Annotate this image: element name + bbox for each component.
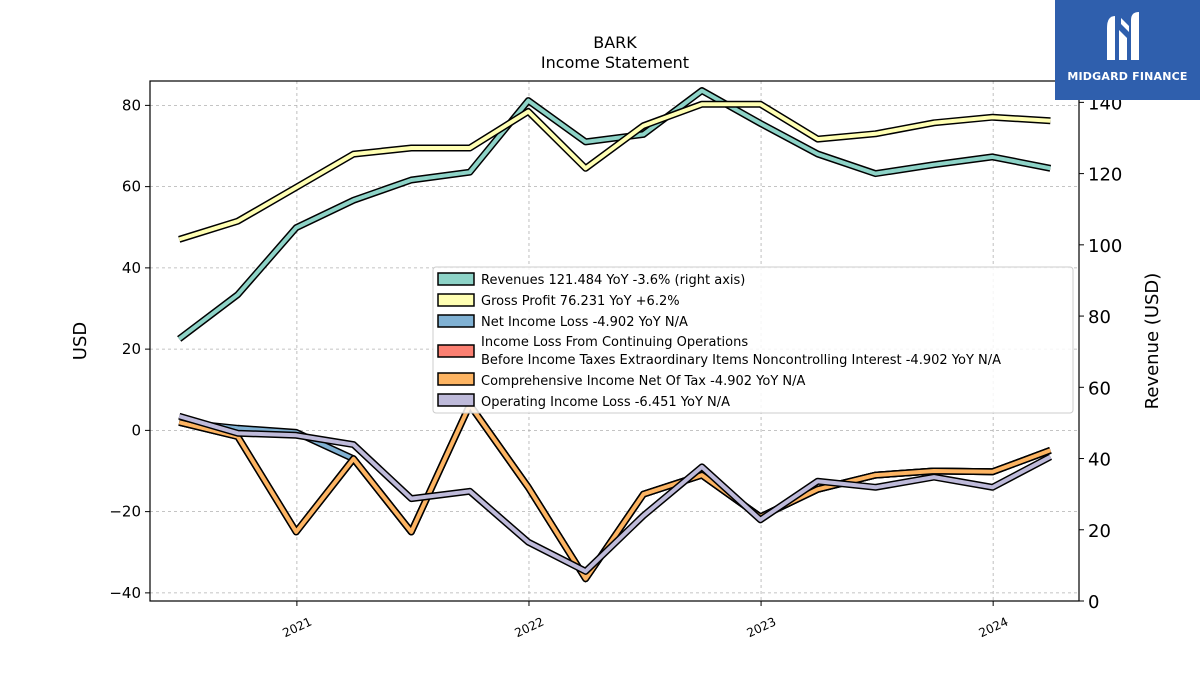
x-tick-label: 2022	[512, 615, 546, 641]
legend-swatch-pretax-income	[437, 344, 475, 358]
y-right-tick-label: 40	[1088, 450, 1111, 471]
legend-swatch-net-income	[437, 314, 475, 328]
series-line-gross-profit	[178, 102, 1051, 242]
series-line-comprehensive-income-net-outline	[178, 401, 1052, 583]
y-right-tick-label: 120	[1088, 165, 1122, 186]
legend-swatch-operating-income	[437, 393, 475, 407]
legend-label-revenues: Revenues 121.484 YoY -3.6% (right axis)	[481, 273, 745, 288]
y-tick-label: −20	[109, 503, 141, 521]
legend-swatch-comprehensive-income	[437, 372, 475, 386]
y-right-tick-label: 60	[1088, 378, 1111, 399]
series-line-net-income-loss-outline	[178, 401, 1052, 583]
series-line-net-income-loss	[178, 402, 1052, 581]
left-axis-title: USD	[70, 322, 91, 360]
legend-label-operating-income: Operating Income Loss -6.451 YoY N/A	[481, 395, 730, 410]
legend-label-pretax-income-line1: Income Loss From Continuing Operations	[481, 335, 748, 350]
legend-swatch-revenues	[437, 272, 475, 286]
left-axis: −40 −20 0 20 40 60 80	[109, 96, 150, 602]
y-right-tick-label: 20	[1088, 521, 1111, 542]
x-tick-label: 2024	[977, 615, 1011, 641]
x-tick-label: 2021	[280, 615, 314, 641]
series-line-comprehensive-income-net	[178, 402, 1052, 581]
y-right-tick-label: 0	[1088, 592, 1099, 613]
chart-title: BARK	[593, 33, 637, 52]
x-axis: 2021 2022 2023 2024	[280, 601, 1010, 640]
brand-logo: MIDGARD FINANCE	[1055, 0, 1200, 100]
legend-label-gross-profit: Gross Profit 76.231 YoY +6.2%	[481, 294, 680, 309]
series-line-operating-income-loss	[178, 414, 1052, 574]
plot-frame	[149, 80, 1080, 602]
legend-label-comprehensive-income: Comprehensive Income Net Of Tax -4.902 Y…	[481, 374, 806, 389]
series-line-revenues	[177, 88, 1051, 341]
legend-label-pretax-income-line2: Before Income Taxes Extraordinary Items …	[481, 353, 1001, 368]
y-tick-label: 0	[131, 421, 141, 439]
y-tick-label: −40	[109, 584, 141, 602]
logo-mark-icon	[1107, 12, 1139, 60]
chart-subtitle: Income Statement	[541, 53, 689, 72]
legend-swatch-gross-profit	[437, 293, 475, 307]
y-tick-label: 80	[122, 96, 141, 114]
y-tick-label: 40	[122, 259, 141, 277]
series-lines	[177, 87, 1053, 583]
legend-label-net-income: Net Income Loss -4.902 YoY N/A	[481, 315, 688, 330]
legend-box	[432, 266, 1074, 414]
y-right-tick-label: 80	[1088, 307, 1111, 328]
series-line-income-loss-from	[178, 402, 1052, 581]
brand-name: MIDGARD FINANCE	[1067, 70, 1188, 83]
x-tick-label: 2023	[745, 615, 779, 641]
y-right-tick-label: 100	[1088, 236, 1122, 257]
right-axis-title: Revenue (USD)	[1142, 273, 1163, 410]
y-tick-label: 60	[122, 178, 141, 196]
series-line-income-loss-from-outline	[178, 401, 1052, 583]
y-tick-label: 20	[122, 340, 141, 358]
legend: Revenues 121.484 YoY -3.6% (right axis) …	[432, 266, 1074, 414]
